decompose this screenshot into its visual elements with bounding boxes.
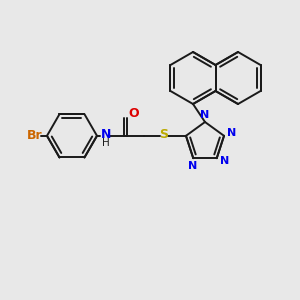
Text: S: S [160, 128, 169, 141]
Text: Br: Br [27, 129, 43, 142]
Text: O: O [129, 107, 139, 120]
Text: N: N [227, 128, 237, 138]
Text: N: N [200, 110, 210, 120]
Text: H: H [102, 138, 110, 148]
Text: N: N [188, 161, 197, 171]
Text: N: N [220, 156, 230, 166]
Text: N: N [101, 128, 111, 141]
